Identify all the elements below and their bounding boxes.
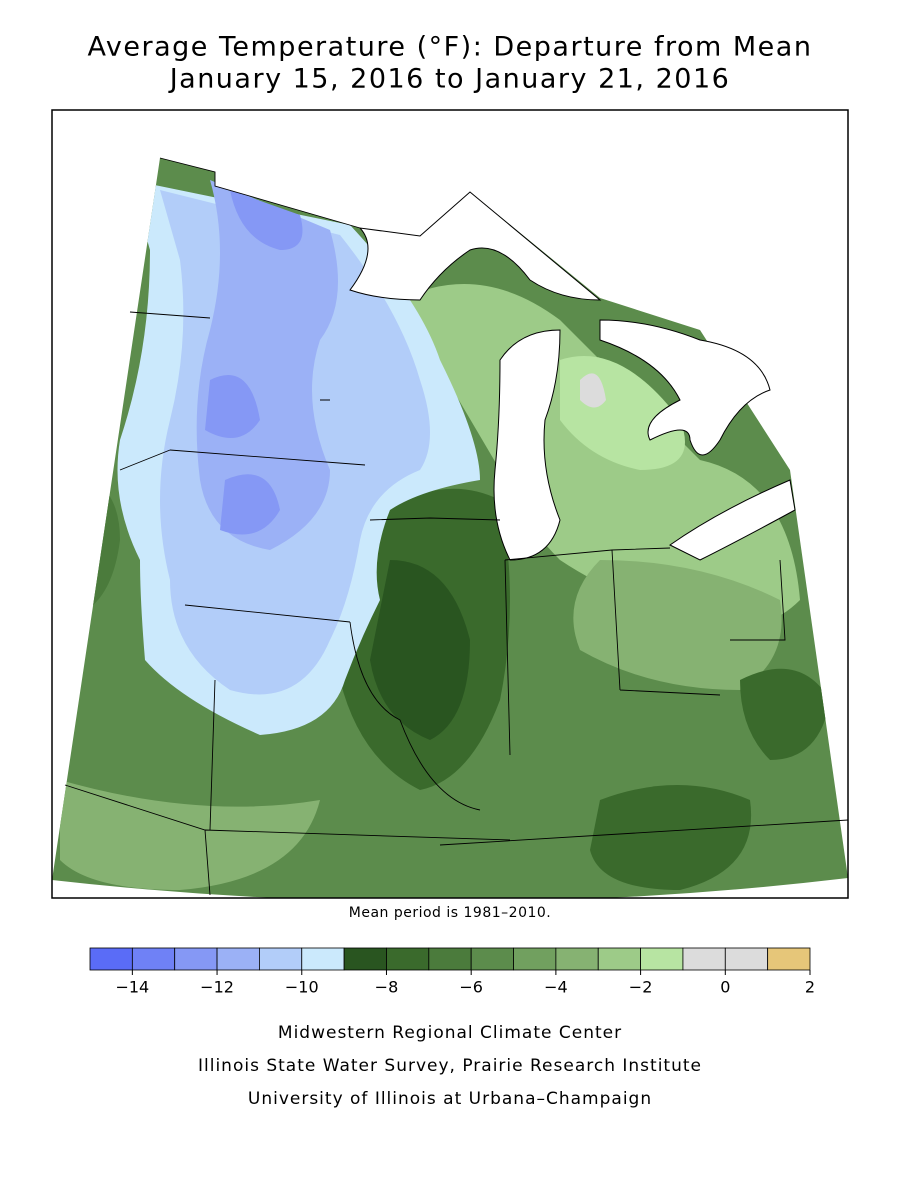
credit-line: Midwestern Regional Climate Center	[278, 1023, 622, 1043]
legend-swatch	[343, 947, 387, 971]
region-fill	[580, 373, 606, 408]
legend-swatch	[597, 947, 641, 971]
legend-tick-label: 0	[720, 978, 730, 997]
legend-tick-label: −2	[629, 978, 653, 997]
legend-swatch	[174, 947, 218, 971]
region-fill	[60, 780, 320, 890]
legend-tick-label: −10	[285, 978, 319, 997]
legend-tick-label: −4	[544, 978, 568, 997]
lake-huron	[599, 319, 771, 456]
map	[51, 109, 849, 899]
map-frame	[51, 109, 849, 899]
legend-swatch	[513, 947, 557, 971]
color-legend: −14 −12 −10 −8 −6 −4 −2 0 2	[89, 947, 815, 997]
legend-swatch	[216, 947, 260, 971]
region-fill	[205, 190, 303, 535]
legend-swatch	[767, 947, 811, 971]
legend-tick-label: −8	[375, 978, 399, 997]
title-line: January 15, 2016 to January 21, 2016	[168, 64, 731, 95]
legend-swatch	[131, 947, 176, 971]
lake-michigan	[493, 329, 561, 561]
mean-period-note: Mean period is 1981–2010.	[349, 905, 551, 921]
region-fill	[370, 560, 470, 740]
lake-superior	[349, 191, 602, 301]
state-borders	[64, 157, 849, 896]
region-fill	[740, 668, 830, 760]
legend-swatch	[386, 947, 430, 971]
region-fill	[196, 180, 338, 550]
legend-tick-label: −12	[200, 978, 234, 997]
title-line: Average Temperature (°F): Departure from…	[88, 32, 813, 63]
lake-erie	[669, 479, 796, 561]
region-fill	[573, 560, 782, 690]
legend-swatch	[470, 947, 514, 971]
credit-line: Illinois State Water Survey, Prairie Res…	[198, 1056, 702, 1076]
legend-swatch	[682, 947, 726, 971]
legend-tick-label: −14	[115, 978, 149, 997]
legend-swatch	[301, 947, 345, 971]
legend-swatch	[259, 947, 303, 971]
credit-line: University of Illinois at Urbana–Champai…	[248, 1089, 652, 1109]
region-fill	[590, 785, 752, 890]
legend-swatch	[555, 947, 599, 971]
legend-swatch	[428, 947, 472, 971]
legend-tick-label: −6	[459, 978, 483, 997]
legend-swatch	[89, 947, 133, 971]
legend-swatch	[640, 947, 684, 971]
legend-swatch	[724, 947, 769, 971]
legend-tick-label: 2	[805, 978, 815, 997]
